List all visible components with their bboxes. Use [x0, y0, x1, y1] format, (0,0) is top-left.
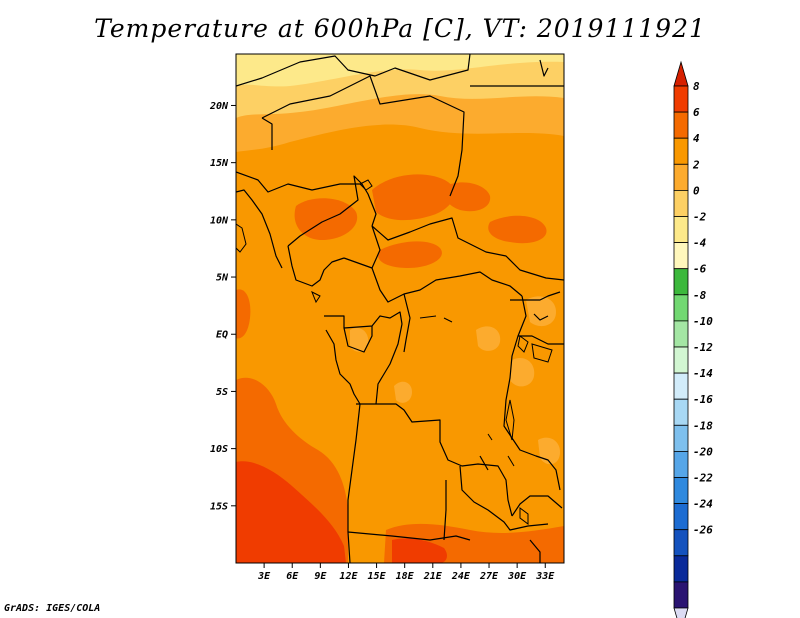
map-area: [236, 54, 564, 563]
temp-field-6-8-south: [236, 461, 346, 563]
colorbar-label: -2: [693, 211, 707, 224]
map-frame: [235, 53, 565, 564]
colorbar-segment: [673, 529, 689, 557]
colorbar-label: -8: [693, 289, 707, 302]
colorbar-label: -26: [693, 524, 713, 537]
latitude-axis: 20N 15N 10N 5N EQ 5S 10S 15S: [209, 101, 236, 512]
temp-field-0-2-patch: [510, 357, 535, 387]
lon-tick-label: 15E: [368, 571, 387, 582]
lat-tick-label: 15S: [210, 501, 228, 512]
colorbar: 8 6 4 2 0 -2 -4 -6 -8 -10 -12 -14 -16 -18 -20 -22 -24 -26: [673, 60, 713, 618]
colorbar-segment: [673, 372, 689, 400]
temp-field-4-6-sahel: [372, 174, 455, 221]
lon-tick-label: 12E: [339, 571, 358, 582]
colorbar-segment: [673, 137, 689, 165]
colorbar-label: -20: [693, 445, 713, 458]
lakes: [236, 179, 553, 525]
colorbar-segment: [673, 85, 689, 113]
colorbar-label: -18: [693, 419, 713, 432]
colorbar-segment: [673, 346, 689, 374]
lat-tick-label: 20N: [209, 101, 229, 112]
temp-field-4-6-sahel: [443, 182, 491, 212]
lon-tick-label: 9E: [314, 571, 327, 582]
temp-field-0-2-patch: [526, 296, 556, 327]
colorbar-segment: [673, 450, 689, 478]
colorbar-segment: [673, 477, 689, 505]
colorbar-label: -12: [693, 341, 713, 354]
colorbar-segment: [673, 424, 689, 452]
colorbar-segment: [673, 607, 689, 618]
lat-tick-label: 15N: [210, 158, 229, 169]
colorbar-label: -14: [693, 367, 713, 380]
colorbar-segment: [673, 268, 689, 296]
lon-tick-label: 3E: [257, 571, 271, 582]
colorbar-label: -16: [693, 393, 713, 406]
temp-field-4-6-sahel: [378, 241, 442, 268]
temp-field-0-2-patch: [350, 327, 369, 352]
temp-field-0-2-patch: [476, 326, 501, 351]
colorbar-label: -10: [693, 315, 713, 328]
temp-field-0-2-patch: [538, 437, 560, 465]
colorbar-segment: [673, 60, 689, 87]
longitude-axis: 3E 6E 9E 12E 15E 18E 21E 24E 27E 30E 33E: [257, 563, 555, 582]
colorbar-label: -6: [693, 263, 707, 276]
lon-tick-label: 18E: [396, 571, 415, 582]
lat-tick-label: EQ: [216, 330, 228, 341]
colorbar-segment: [673, 242, 689, 270]
colorbar-label: -24: [693, 498, 713, 511]
temp-field-neg4-neg2-north: [236, 54, 564, 87]
lat-tick-label: 10N: [210, 215, 229, 226]
colorbar-segment: [673, 216, 689, 244]
colorbar-segment: [673, 398, 689, 426]
colorbar-label: 2: [692, 158, 700, 171]
lon-tick-label: 6E: [286, 571, 299, 582]
country-borders: [236, 54, 564, 563]
temp-field-neg2-0-patch: [548, 62, 560, 78]
credit-label: GrADS: IGES/COLA: [4, 603, 101, 614]
lon-tick-label: 30E: [507, 571, 527, 582]
lon-tick-label: 33E: [535, 571, 555, 582]
temp-field-4-6-south: [236, 289, 251, 339]
map-title: Temperature at 600hPa [C], VT: 201911192…: [94, 14, 706, 43]
colorbar-label: 0: [693, 184, 700, 197]
colorbar-segment: [673, 163, 689, 191]
temp-field-0-2-patch: [394, 381, 412, 403]
lat-tick-label: 10S: [210, 444, 228, 455]
lat-tick-label: 5S: [216, 387, 228, 398]
colorbar-segment: [673, 320, 689, 348]
lon-tick-label: 27E: [479, 571, 499, 582]
colorbar-segment: [673, 581, 689, 609]
colorbar-label: 6: [693, 106, 700, 119]
colorbar-label: 8: [693, 80, 700, 93]
colorbar-label: 4: [693, 132, 700, 145]
colorbar-label: -22: [693, 472, 713, 485]
lon-tick-label: 21E: [423, 571, 443, 582]
colorbar-label: -4: [693, 237, 707, 250]
lat-tick-label: 5N: [216, 273, 229, 284]
colorbar-segment: [673, 111, 689, 139]
colorbar-segment: [673, 503, 689, 531]
temp-field-6-8-south: [392, 538, 447, 563]
temp-field-4-6-sahel: [488, 215, 547, 244]
colorbar-segment: [673, 294, 689, 322]
colorbar-segment: [673, 555, 689, 583]
colorbar-segment: [673, 189, 689, 217]
lon-tick-label: 24E: [451, 571, 471, 582]
